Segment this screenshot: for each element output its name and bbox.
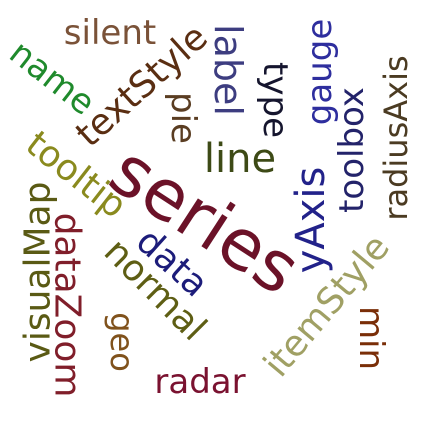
word-line: line bbox=[204, 136, 276, 182]
word-gauge: gauge bbox=[300, 19, 340, 125]
word-silent: silent bbox=[64, 13, 156, 53]
word-type: type bbox=[255, 62, 295, 138]
word-datazoom: dataZoom bbox=[47, 213, 88, 398]
word-pie: pie bbox=[163, 92, 203, 144]
word-toolbox: toolbox bbox=[332, 87, 372, 213]
word-radar: radar bbox=[154, 362, 245, 402]
word-visualmap: visualMap bbox=[18, 182, 59, 363]
word-label: label bbox=[206, 24, 250, 116]
word-yaxis: yAxis bbox=[288, 167, 334, 274]
word-min: min bbox=[351, 306, 391, 370]
word-geo: geo bbox=[103, 312, 141, 372]
word-radiusaxis: radiusAxis bbox=[377, 55, 415, 220]
